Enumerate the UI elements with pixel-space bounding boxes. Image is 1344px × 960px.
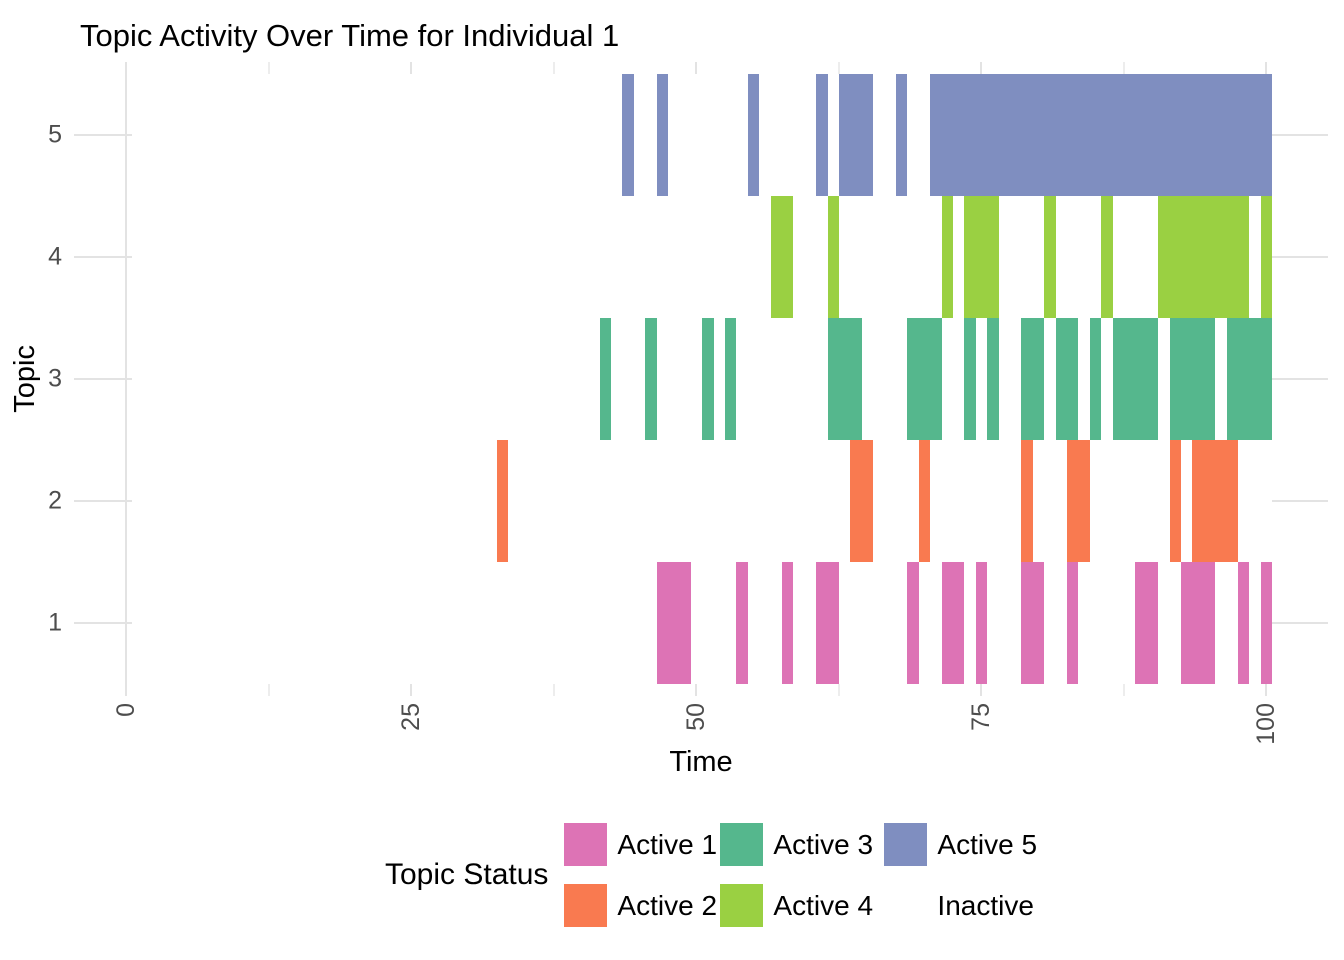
activity-tile <box>1158 196 1250 319</box>
activity-tile <box>964 196 999 319</box>
legend-swatch <box>564 884 608 927</box>
legend-label: Active 2 <box>617 889 718 921</box>
activity-tile <box>816 74 828 197</box>
legend-swatch <box>720 884 764 927</box>
legend-label: Inactive <box>937 889 1034 921</box>
activity-tile <box>907 561 919 684</box>
activity-tile <box>1260 196 1273 319</box>
activity-tile <box>987 318 999 440</box>
activity-tile <box>1066 439 1090 562</box>
activity-tile <box>656 561 691 684</box>
x-tick-label-text: 75 <box>966 703 995 731</box>
activity-tile <box>1066 561 1079 684</box>
activity-tile <box>1021 318 1045 440</box>
x-tick-label-text: 0 <box>111 703 140 717</box>
legend-swatch <box>884 823 928 866</box>
activity-tile <box>1112 318 1159 440</box>
activity-tile <box>656 74 668 197</box>
activity-tile <box>941 196 953 319</box>
legend-item: Active 3 <box>720 823 884 866</box>
activity-tile <box>496 439 509 562</box>
y-tick-label: 5 <box>48 120 62 149</box>
activity-tile <box>736 561 748 684</box>
activity-tile <box>622 74 634 197</box>
activity-tile <box>747 74 760 197</box>
x-tick-label-text: 100 <box>1251 703 1280 745</box>
activity-tile <box>1226 318 1273 440</box>
legend: Topic Status Active 1 Active 3 Active 5 Act… <box>385 823 1037 927</box>
activity-tile <box>816 561 839 684</box>
activity-tile <box>964 318 976 440</box>
x-axis-title: Time <box>669 746 733 778</box>
activity-tile <box>895 74 908 197</box>
legend-items: Active 1 Active 3 Active 5 Active 2 Active 4… <box>564 823 1037 927</box>
activity-tile <box>1260 561 1273 684</box>
legend-title: Topic Status <box>385 858 549 891</box>
y-tick-label: 4 <box>48 242 62 271</box>
activity-tile <box>1044 196 1056 319</box>
activity-tile <box>941 561 965 684</box>
y-axis-title-text: Topic <box>8 345 41 413</box>
inactive-swatch <box>884 884 928 927</box>
activity-tile <box>838 74 874 197</box>
x-tick-label-text: 50 <box>681 703 710 731</box>
activity-tile <box>1089 318 1102 440</box>
activity-tile <box>1180 561 1216 684</box>
activity-tile <box>918 439 931 562</box>
chart-title: Topic Activity Over Time for Individual … <box>80 18 620 53</box>
x-tick-label-text: 25 <box>396 703 425 731</box>
activity-tile <box>1101 196 1113 319</box>
legend-label: Active 3 <box>773 828 874 860</box>
activity-tile <box>975 561 988 684</box>
legend-swatch <box>564 823 608 866</box>
activity-tile <box>827 196 839 319</box>
y-tick-label: 3 <box>48 364 62 393</box>
legend-item: Active 2 <box>564 884 720 927</box>
legend-label: Active 4 <box>773 889 874 921</box>
legend-item: Active 4 <box>720 884 884 927</box>
legend-label: Active 5 <box>937 828 1038 860</box>
activity-tile <box>645 318 657 440</box>
legend-item: Active 5 <box>884 823 1037 866</box>
activity-tile <box>1135 561 1159 684</box>
activity-tile <box>850 439 874 562</box>
activity-tile <box>724 318 737 440</box>
activity-tile <box>702 318 714 440</box>
activity-tile <box>907 318 942 440</box>
plot-panel <box>74 62 1328 696</box>
activity-tile <box>1021 439 1033 562</box>
y-tick-label: 1 <box>48 608 62 637</box>
y-tick-label: 2 <box>48 486 62 515</box>
activity-tile <box>770 196 794 319</box>
y-axis-labels: 1 2 3 4 5 <box>0 62 62 696</box>
activity-tile <box>1169 318 1216 440</box>
activity-tile <box>781 561 794 684</box>
legend-label: Active 1 <box>617 828 718 860</box>
legend-item: Inactive <box>884 884 1037 927</box>
activity-tile <box>599 318 611 440</box>
legend-item: Active 1 <box>564 823 720 866</box>
activity-tile <box>1021 561 1045 684</box>
activity-tile <box>1192 439 1238 562</box>
activity-tile <box>827 318 862 440</box>
y-axis-title: Topic <box>6 62 44 696</box>
activity-tile <box>1055 318 1079 440</box>
activity-tile <box>930 74 1273 197</box>
legend-swatch <box>720 823 764 866</box>
activity-tile <box>1169 439 1181 562</box>
activity-tile <box>1237 561 1250 684</box>
